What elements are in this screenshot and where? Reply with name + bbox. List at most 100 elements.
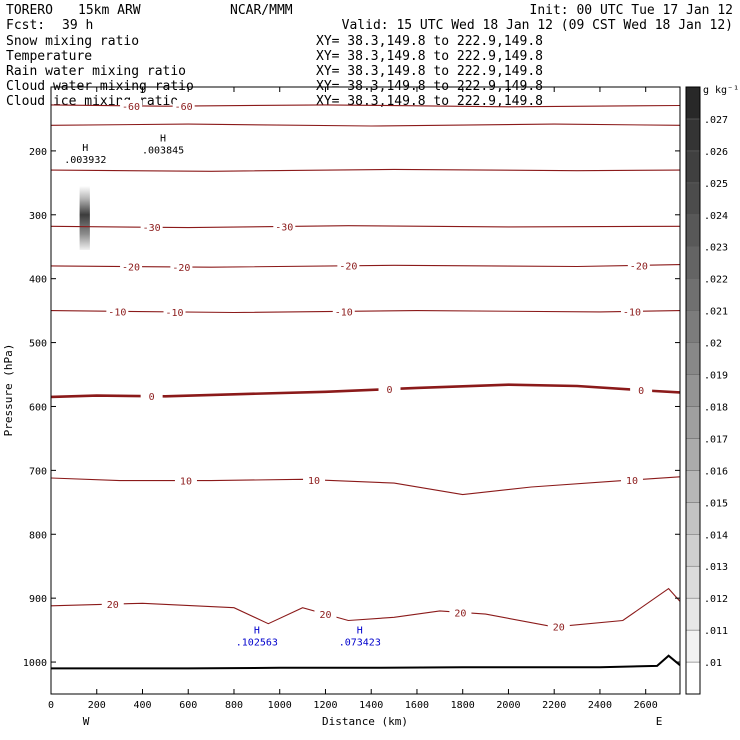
y-tick-label: 700 <box>29 466 47 477</box>
maximum-marker: H <box>82 143 88 154</box>
isotherm-label: -60 <box>122 102 140 113</box>
isotherm-label-bg <box>273 220 296 233</box>
colorbar-segment <box>685 374 701 407</box>
model-resolution: 15km ARW <box>78 3 141 18</box>
isotherm-label-bg <box>547 620 570 633</box>
colorbar-segment <box>685 565 701 599</box>
isotherm-label: 20 <box>319 610 331 621</box>
isotherm-label-bg <box>314 608 337 621</box>
colorbar-segment <box>685 502 701 535</box>
colorbar-segment <box>685 438 701 471</box>
colorbar-segment <box>685 150 701 184</box>
colorbar-tick-label: .018 <box>704 402 728 413</box>
colorbar-tick-label: .017 <box>704 434 728 445</box>
x-tick-label: 1400 <box>359 700 383 711</box>
y-tick-label: 800 <box>29 530 47 541</box>
model-name: TORERO <box>6 3 53 18</box>
x-tick-label: 1600 <box>405 700 429 711</box>
isotherm-label-bg <box>174 474 197 487</box>
colorbar-tick-label: .019 <box>704 371 728 382</box>
colorbar-tick-label: .026 <box>704 147 728 158</box>
x-tick-label: 2400 <box>588 700 612 711</box>
isotherm-line-4 <box>50 264 681 268</box>
field-xy-snow: XY= 38.3,149.8 to 222.9,149.8 <box>316 34 543 49</box>
field-legend: Snow mixing ratio XY= 38.3,149.8 to 222.… <box>6 34 543 109</box>
field-name-snow: Snow mixing ratio <box>6 34 139 49</box>
isotherm-label: 0 <box>149 392 155 403</box>
isotherm-label-bg <box>120 99 143 112</box>
x-tick-label: 600 <box>179 700 197 711</box>
isotherm-label: 20 <box>107 600 119 611</box>
colorbar-segment <box>685 246 701 279</box>
colorbar-frame <box>685 86 701 695</box>
x-tick-label: 0 <box>48 700 54 711</box>
isotherm-line-6 <box>50 383 681 399</box>
x-tick-label: 2600 <box>634 700 658 711</box>
isotherm-label: -10 <box>623 307 641 318</box>
colorbar-tick-label: .021 <box>704 307 728 318</box>
isotherm-label-bg <box>140 221 163 234</box>
isotherm-line-5 <box>50 310 681 314</box>
y-tick-label: 900 <box>29 594 47 605</box>
colorbar-segment <box>685 534 701 567</box>
isotherm-label: -10 <box>108 307 126 318</box>
y-tick-label: 200 <box>29 147 47 158</box>
isotherm-label-bg <box>101 598 124 611</box>
isotherm-label-bg <box>378 383 401 396</box>
colorbar-segment <box>685 342 701 375</box>
isotherm-label-bg <box>170 260 193 273</box>
maximum-marker: H <box>254 625 260 636</box>
colorbar-tick-label: .02 <box>704 339 722 350</box>
colorbar-segment <box>685 278 701 311</box>
isotherm-label: 10 <box>308 476 320 487</box>
field-name-rain: Rain water mixing ratio <box>6 64 186 79</box>
plot-frame <box>50 86 681 695</box>
fcst-label: Fcst: <box>6 18 45 33</box>
isotherms: -60 -60 -30 -30 -20 -20 -20 -20 -10 -10 -10 -10 0 0 0 1… <box>50 99 681 633</box>
isotherm-label: 0 <box>638 386 644 397</box>
isotherm-label-bg <box>163 305 186 318</box>
isotherm-label: -20 <box>630 261 648 272</box>
colorbar-tick-label: .016 <box>704 466 728 477</box>
center-name: NCAR/MMM <box>230 3 293 18</box>
isotherm-label: 20 <box>553 622 565 633</box>
isotherm-label-bg <box>630 384 653 397</box>
x-end-label-west: W <box>83 715 90 728</box>
maximum-value: .003932 <box>64 155 106 166</box>
colorbar-tick-label: .015 <box>704 498 728 509</box>
isotherm-label: -20 <box>339 262 357 273</box>
x-tick-label: 400 <box>133 700 151 711</box>
x-tick-label: 1800 <box>451 700 475 711</box>
isotherm-label-bg <box>449 606 472 619</box>
colorbar-segment <box>685 118 701 152</box>
x-axis-ticks: 0 200 400 600 800 1000 1200 1400 1600 1800 2000 220… <box>48 87 658 711</box>
isotherm-label: 20 <box>454 608 466 619</box>
colorbar-tick-label: .013 <box>704 562 728 573</box>
isotherm-label: -20 <box>122 263 140 274</box>
isotherm-line-1 <box>50 123 681 127</box>
fcst-value: 39 h <box>62 18 93 33</box>
colorbar-segment <box>685 597 701 631</box>
colorbar-segment <box>685 182 701 216</box>
isotherm-label: -20 <box>172 263 190 274</box>
y-tick-label: 1000 <box>23 658 47 669</box>
colorbar-tick-label: .027 <box>704 115 728 126</box>
colorbar-segment <box>685 406 701 439</box>
x-end-label-east: E <box>656 715 663 728</box>
isotherm-line-2 <box>50 168 681 172</box>
y-tick-label: 500 <box>29 339 47 350</box>
maximum-marker: H <box>357 625 363 636</box>
init-time: Init: 00 UTC Tue 17 Jan 12 <box>530 3 734 18</box>
field-xy-rain: XY= 38.3,149.8 to 222.9,149.8 <box>316 64 543 79</box>
colorbar-segment <box>685 661 701 695</box>
isotherm-label: 10 <box>180 477 192 488</box>
isotherm-label: -30 <box>143 223 161 234</box>
x-tick-label: 1200 <box>313 700 337 711</box>
x-axis-label: Distance (km) <box>322 715 408 728</box>
terrain-line <box>51 654 681 670</box>
snow-shading <box>79 186 90 250</box>
isotherm-line-8 <box>50 587 681 628</box>
colorbar-tick-label: .022 <box>704 275 728 286</box>
